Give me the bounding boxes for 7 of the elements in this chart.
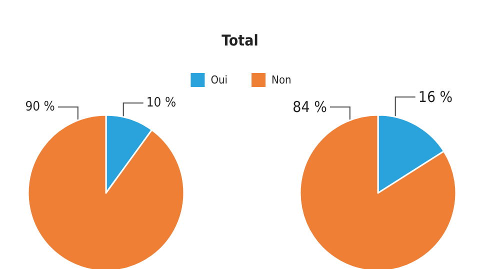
data-label: 84 % [292,98,328,116]
data-label: 90 % [25,100,55,114]
data-label: 10 % [146,96,176,110]
chart-title: Total [222,32,258,50]
legend-label: Oui [210,74,228,86]
legend-label: Non [272,74,292,86]
data-label: 16 % [418,88,453,106]
